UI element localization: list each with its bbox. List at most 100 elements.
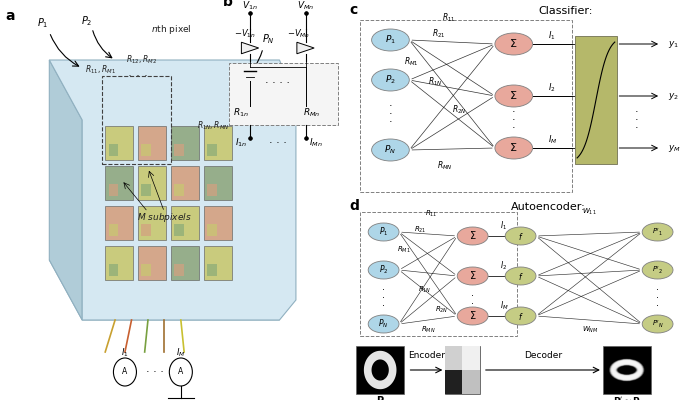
Polygon shape bbox=[49, 60, 296, 320]
Bar bbox=[171, 126, 199, 160]
Text: · · · ·: · · · · bbox=[265, 78, 290, 88]
Text: Decoder: Decoder bbox=[524, 351, 562, 360]
Text: $\mathbf{P}$: $\mathbf{P}$ bbox=[376, 394, 384, 400]
Text: Encoder: Encoder bbox=[408, 351, 445, 360]
Bar bbox=[102, 76, 171, 164]
Bar bbox=[204, 166, 232, 200]
Bar bbox=[207, 144, 217, 156]
Text: ·
·
·: · · · bbox=[388, 101, 393, 127]
Text: $I_1$: $I_1$ bbox=[500, 219, 507, 232]
Text: $P_N$: $P_N$ bbox=[378, 318, 389, 330]
Text: ·
·
·: · · · bbox=[656, 285, 659, 311]
Text: $f$: $f$ bbox=[518, 310, 523, 322]
Bar bbox=[207, 184, 217, 196]
Text: $P_N$: $P_N$ bbox=[384, 144, 397, 156]
Text: A: A bbox=[178, 368, 184, 376]
Text: $M$ subpixels: $M$ subpixels bbox=[137, 211, 192, 224]
Circle shape bbox=[495, 137, 533, 159]
Text: $I_1$: $I_1$ bbox=[548, 29, 556, 42]
Text: A: A bbox=[123, 368, 127, 376]
Text: ·
·
·: · · · bbox=[512, 107, 516, 133]
Circle shape bbox=[371, 29, 409, 51]
Text: $I_{1n}$: $I_{1n}$ bbox=[235, 137, 247, 150]
Text: $I_2$: $I_2$ bbox=[500, 259, 507, 272]
Text: $R_{21}$: $R_{21}$ bbox=[414, 225, 427, 235]
Text: $P_2$: $P_2$ bbox=[82, 14, 93, 28]
Text: $R_{1N}$: $R_{1N}$ bbox=[427, 75, 443, 88]
Bar bbox=[204, 246, 232, 280]
Text: $I_M$: $I_M$ bbox=[548, 133, 558, 146]
Bar bbox=[462, 370, 480, 394]
Bar bbox=[174, 184, 184, 196]
Bar bbox=[356, 346, 404, 394]
Circle shape bbox=[495, 85, 533, 107]
Bar bbox=[138, 126, 166, 160]
Text: $V_{1n}$: $V_{1n}$ bbox=[242, 0, 258, 12]
Text: $R_{M1}$: $R_{M1}$ bbox=[397, 245, 411, 255]
Bar bbox=[138, 166, 166, 200]
Bar bbox=[174, 264, 184, 276]
Bar bbox=[105, 246, 133, 280]
Text: ·
·
·: · · · bbox=[382, 285, 385, 311]
Circle shape bbox=[457, 227, 488, 245]
Circle shape bbox=[114, 358, 136, 386]
Text: $V_{Mn}$: $V_{Mn}$ bbox=[297, 0, 314, 12]
Polygon shape bbox=[49, 260, 279, 320]
Circle shape bbox=[369, 261, 399, 279]
Text: $y_1$: $y_1$ bbox=[668, 38, 679, 50]
Polygon shape bbox=[364, 351, 397, 389]
Text: Σ: Σ bbox=[510, 39, 517, 49]
Text: $y_2$: $y_2$ bbox=[668, 90, 679, 102]
Bar bbox=[445, 346, 462, 370]
Text: $\mathbf{P'} \approx \mathbf{P}$: $\mathbf{P'} \approx \mathbf{P}$ bbox=[613, 395, 640, 400]
Bar bbox=[171, 166, 199, 200]
Text: · · ·: · · · bbox=[269, 138, 287, 148]
Text: $R_{1N}$: $R_{1N}$ bbox=[418, 285, 432, 295]
Circle shape bbox=[457, 307, 488, 325]
Text: $f$: $f$ bbox=[518, 270, 523, 282]
Bar bbox=[171, 206, 199, 240]
Bar bbox=[105, 126, 133, 160]
Text: c: c bbox=[349, 3, 358, 17]
Text: $P_1$: $P_1$ bbox=[37, 16, 49, 30]
Circle shape bbox=[371, 139, 409, 161]
Text: $R_{2N}$: $R_{2N}$ bbox=[451, 103, 466, 116]
Text: $I_M$: $I_M$ bbox=[500, 299, 509, 312]
Bar bbox=[141, 224, 151, 236]
Polygon shape bbox=[241, 42, 259, 54]
Bar bbox=[108, 144, 119, 156]
Text: $R_{1n}$: $R_{1n}$ bbox=[234, 106, 249, 119]
Text: $W_{NM}$: $W_{NM}$ bbox=[582, 325, 599, 335]
Text: b: b bbox=[223, 0, 233, 9]
Text: a: a bbox=[5, 9, 14, 23]
Text: Σ: Σ bbox=[470, 311, 475, 321]
Text: $P'_1$: $P'_1$ bbox=[652, 226, 663, 238]
Circle shape bbox=[457, 267, 488, 285]
Bar bbox=[603, 346, 651, 394]
Text: $f$: $f$ bbox=[518, 230, 523, 242]
Circle shape bbox=[369, 315, 399, 333]
Text: $P_N$: $P_N$ bbox=[262, 32, 275, 46]
Text: $y_M$: $y_M$ bbox=[668, 142, 681, 154]
Bar bbox=[445, 370, 462, 394]
Circle shape bbox=[505, 307, 536, 325]
Text: $R_{12},R_{M2}$: $R_{12},R_{M2}$ bbox=[126, 53, 157, 66]
Circle shape bbox=[505, 267, 536, 285]
Circle shape bbox=[371, 69, 409, 91]
FancyBboxPatch shape bbox=[575, 36, 616, 164]
Bar bbox=[360, 212, 517, 336]
Bar bbox=[108, 224, 119, 236]
Bar bbox=[138, 246, 166, 280]
Text: Σ: Σ bbox=[510, 91, 517, 101]
Circle shape bbox=[642, 315, 673, 333]
Text: d: d bbox=[349, 199, 359, 213]
Text: ·
·: · · bbox=[471, 291, 474, 309]
Text: $I_1$: $I_1$ bbox=[121, 346, 129, 359]
Text: $I_M$: $I_M$ bbox=[176, 346, 186, 359]
Text: ·
·
·: · · · bbox=[635, 107, 639, 133]
Text: $n$th pixel: $n$th pixel bbox=[151, 23, 191, 36]
Bar bbox=[207, 264, 217, 276]
Text: $R_{1N},R_{MN}$: $R_{1N},R_{MN}$ bbox=[197, 119, 230, 132]
Text: $R_{11}$: $R_{11}$ bbox=[425, 209, 437, 219]
Circle shape bbox=[642, 261, 673, 279]
